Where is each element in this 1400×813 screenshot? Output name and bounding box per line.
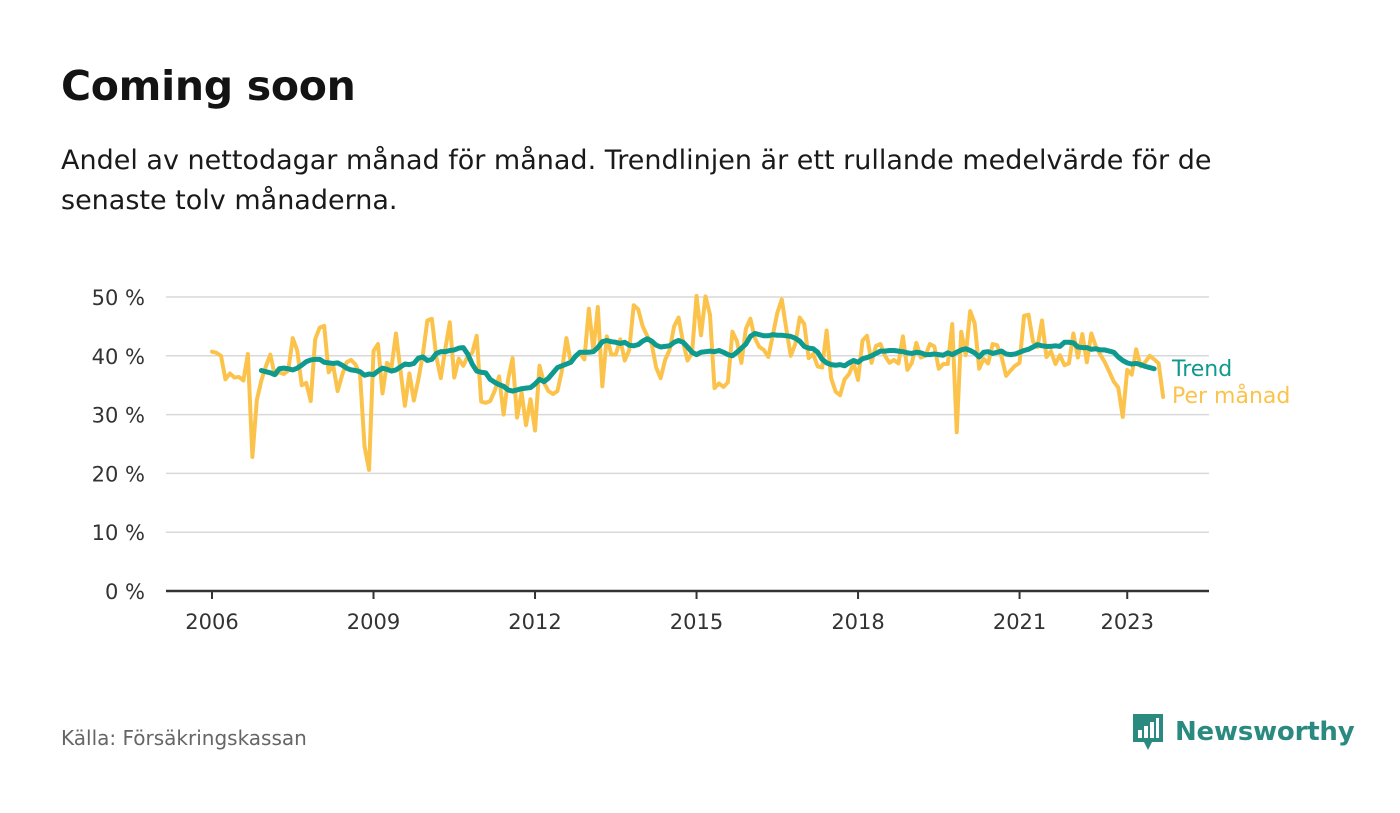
y-tick-label: 50 % <box>92 286 145 310</box>
series-line-per-manad <box>210 293 1166 472</box>
x-tick-label: 2023 <box>1101 610 1154 634</box>
source-note: Källa: Försäkringskassan <box>61 726 307 750</box>
y-tick-label: 0 % <box>105 580 145 604</box>
x-tick-label: 2015 <box>670 610 723 634</box>
series-label-trend: Trend <box>1171 357 1232 382</box>
grid-lines <box>166 296 1209 593</box>
line-chart: 0 % 10 % 20 % 30 % 40 % 50 % 2006 2009 2012 2015… <box>92 286 1291 634</box>
series-label-per-manad: Per månad <box>1172 383 1290 409</box>
x-tick-label: 2012 <box>508 610 561 634</box>
brand-logo[interactable]: Newsworthy <box>1131 712 1355 752</box>
chart-title: Coming soon <box>61 62 356 110</box>
y-tick-label: 40 % <box>92 345 145 369</box>
y-axis-ticks: 0 % 10 % 20 % 30 % 40 % 50 % <box>92 286 145 604</box>
y-tick-label: 30 % <box>92 404 145 428</box>
x-tick-label: 2009 <box>347 610 400 634</box>
x-tick-label: 2021 <box>993 610 1046 634</box>
x-axis-ticks: 2006 2009 2012 2015 2018 2021 2023 <box>185 591 1154 634</box>
chart-subtitle: Andel av nettodagar månad för månad. Tre… <box>61 145 1212 216</box>
y-tick-label: 10 % <box>92 521 145 545</box>
y-tick-label: 20 % <box>92 462 145 486</box>
x-tick-label: 2006 <box>185 610 238 634</box>
brand-name: Newsworthy <box>1175 717 1355 747</box>
bar-chart-speech-bubble-icon <box>1133 714 1163 750</box>
x-tick-label: 2018 <box>831 610 884 634</box>
series-line-trend <box>258 330 1157 394</box>
series-lines <box>210 293 1166 472</box>
